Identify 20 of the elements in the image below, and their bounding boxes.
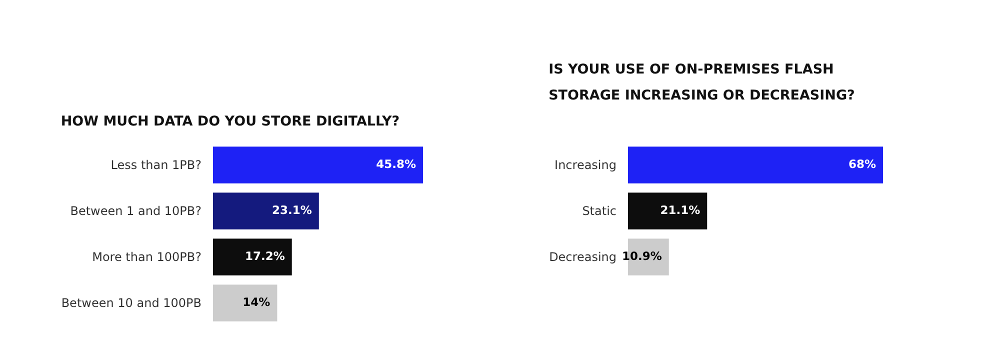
bar	[213, 192, 319, 230]
data-label: 14%	[242, 295, 271, 309]
chart-title: HOW MUCH DATA DO YOU STORE DIGITALLY?	[60, 114, 400, 130]
bar	[213, 146, 423, 184]
y-tick-label: More than 100PB?	[92, 250, 202, 264]
y-tick-label: Static	[582, 204, 616, 218]
y-tick-label: Increasing	[554, 158, 616, 172]
y-tick-label: Decreasing	[549, 250, 616, 264]
data-label: 45.8%	[376, 157, 416, 171]
data-label: 10.9%	[622, 249, 662, 263]
chart-title: IS YOUR USE OF ON-PREMISES FLASH STORAGE INCREASING OR DECREASING?	[548, 62, 855, 104]
y-tick-label: Less than 1PB?	[110, 158, 202, 172]
y-tick-label: Between 10 and 100PB	[61, 296, 202, 310]
data-label: 17.2%	[244, 249, 286, 263]
y-tick-label: Between 1 and 10PB?	[70, 204, 202, 218]
bar	[213, 284, 278, 322]
bar	[213, 238, 292, 276]
data-label: 21.1%	[660, 203, 701, 217]
data-label: 23.1%	[272, 203, 312, 217]
data-label: 68%	[848, 157, 876, 171]
